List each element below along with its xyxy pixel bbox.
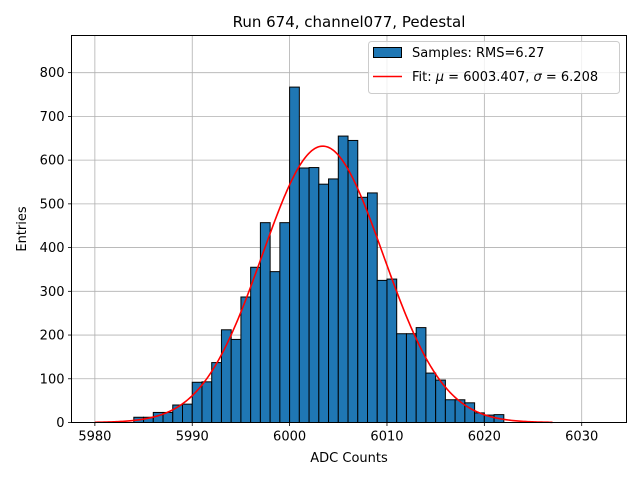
- legend-box: [368, 41, 620, 94]
- histogram-bars: [133, 86, 505, 424]
- x-tick-label: 5990: [176, 430, 209, 445]
- y-tick-label: 400: [40, 241, 65, 256]
- chart-title: Run 674, channel077, Pedestal: [233, 13, 466, 31]
- histogram-bar: [425, 372, 437, 423]
- x-tick-label: 5980: [78, 430, 111, 445]
- y-tick-label: 100: [40, 372, 65, 387]
- x-tick-label: 6020: [468, 430, 501, 445]
- histogram-bar: [279, 222, 291, 423]
- histogram-bar: [405, 333, 417, 423]
- histogram-bar: [182, 403, 193, 424]
- x-tick-label: 6010: [370, 430, 403, 445]
- legend-fit-mu-value: = 6003.407,: [444, 70, 533, 85]
- histogram-bar: [289, 86, 300, 423]
- histogram-bar: [211, 362, 222, 423]
- y-tick-label: 300: [40, 285, 65, 300]
- histogram-bar: [318, 183, 330, 423]
- histogram-bar: [298, 167, 310, 423]
- x-axis-ticks: 5980 5990 6000 6010 6020 6030: [78, 422, 598, 445]
- histogram-bar: [396, 333, 407, 423]
- plot-frame: [71, 35, 627, 423]
- histogram-bar: [444, 399, 456, 423]
- histogram-bar: [191, 381, 203, 424]
- y-tick-label: 800: [40, 66, 65, 81]
- histogram-bar: [347, 139, 359, 423]
- gaussian-fit-curve: [94, 145, 553, 424]
- histogram-bar: [357, 196, 368, 423]
- y-tick-label: 600: [40, 154, 65, 169]
- y-tick-label: 200: [40, 329, 65, 344]
- legend-fit-prefix: Fit:: [412, 70, 436, 85]
- y-axis-ticks: 0 100 200 300 400 500 600 700 800: [40, 66, 72, 431]
- histogram-bar: [337, 135, 349, 424]
- histogram-bar: [230, 338, 242, 423]
- histogram-bar: [201, 381, 213, 424]
- histogram-bar: [308, 167, 320, 423]
- histogram-bar: [259, 222, 271, 423]
- legend-histogram-swatch: [373, 47, 402, 58]
- y-tick-label: 700: [40, 110, 65, 125]
- x-axis-label: ADC Counts: [310, 451, 388, 466]
- legend-fit-sigma-value: = 6.208: [542, 70, 598, 85]
- x-tick-label: 6000: [273, 430, 306, 445]
- x-tick-label: 6030: [565, 430, 598, 445]
- legend-histogram-label: Samples: RMS=6.27: [412, 46, 544, 61]
- y-axis-label: Entries: [15, 206, 30, 252]
- legend-fit-label: Fit: μ = 6003.407, σ = 6.208: [412, 70, 598, 85]
- y-tick-label: 0: [56, 416, 64, 431]
- legend: Samples: RMS=6.27 Fit: μ = 6003.407, σ =…: [368, 41, 620, 94]
- histogram-bar: [386, 278, 398, 423]
- y-tick-label: 500: [40, 197, 65, 212]
- legend-fit-sigma-symbol: σ: [534, 70, 543, 85]
- histogram-bar: [328, 178, 339, 423]
- histogram-bar: [376, 279, 388, 423]
- histogram-bar: [269, 271, 281, 423]
- histogram-bar: [240, 296, 252, 423]
- histogram-bar: [250, 266, 261, 424]
- legend-fit-mu-symbol: μ: [435, 70, 444, 85]
